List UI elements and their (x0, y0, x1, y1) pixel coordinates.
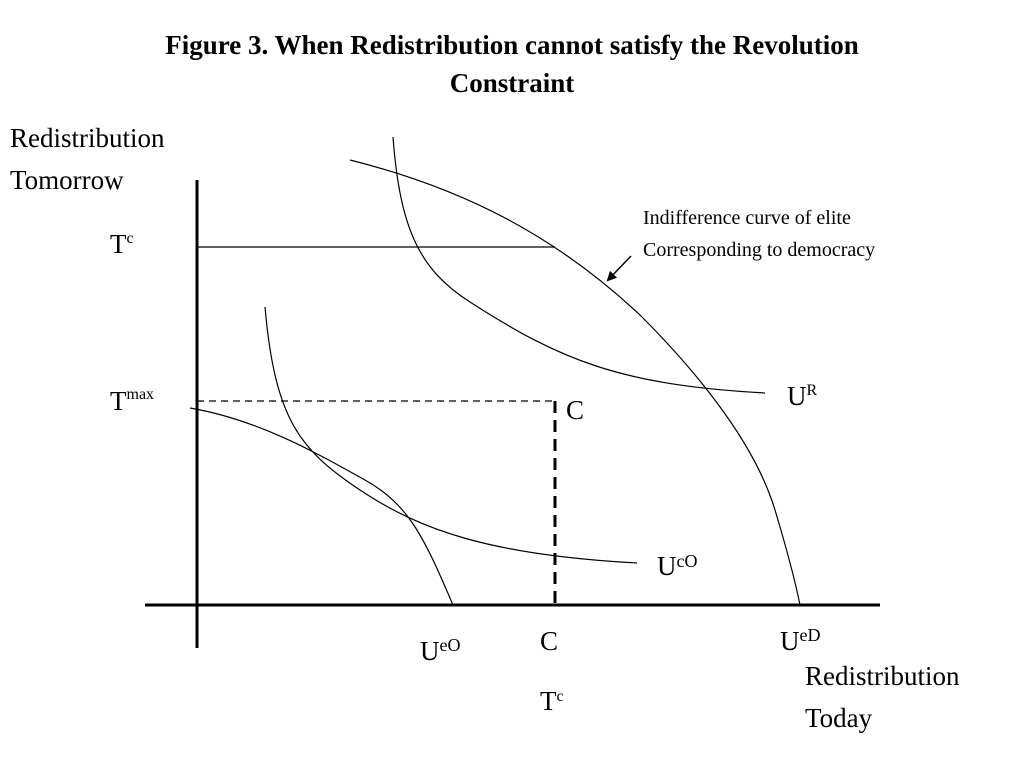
figure-title: Figure 3. When Redistribution cannot sat… (0, 26, 1024, 102)
y-axis-label-line2: Tomorrow (10, 165, 124, 195)
ur-curve (392, 136, 766, 394)
uco-curve-label: UcO (657, 551, 698, 581)
y-axis-label-line1: Redistribution (10, 123, 165, 153)
annotation-arrow (606, 255, 632, 282)
x-tick-c: C (540, 626, 558, 656)
figure-title-line2: Constraint (449, 68, 575, 98)
point-c-label: C (566, 395, 584, 425)
x-tick-tc: Tc (540, 686, 564, 716)
elite-democracy-indifference-curve (349, 159, 801, 606)
x-axis-label-line1: Redistribution (805, 661, 960, 691)
ueo-curve (189, 407, 454, 606)
x-tick-ued: UeD (780, 625, 821, 656)
x-axis-label-line2: Today (805, 703, 873, 733)
uco-curve (264, 306, 638, 564)
figure-title-line1: Figure 3. When Redistribution cannot sat… (165, 30, 859, 60)
annotation-line2: Corresponding to democracy (643, 239, 875, 261)
y-tick-tmax: Tmax (110, 386, 154, 416)
annotation-line1: Indifference curve of elite (643, 207, 851, 229)
x-tick-ueo: UeO (420, 635, 461, 666)
y-tick-tc: Tc (110, 229, 134, 259)
ur-curve-label: UR (787, 381, 818, 411)
